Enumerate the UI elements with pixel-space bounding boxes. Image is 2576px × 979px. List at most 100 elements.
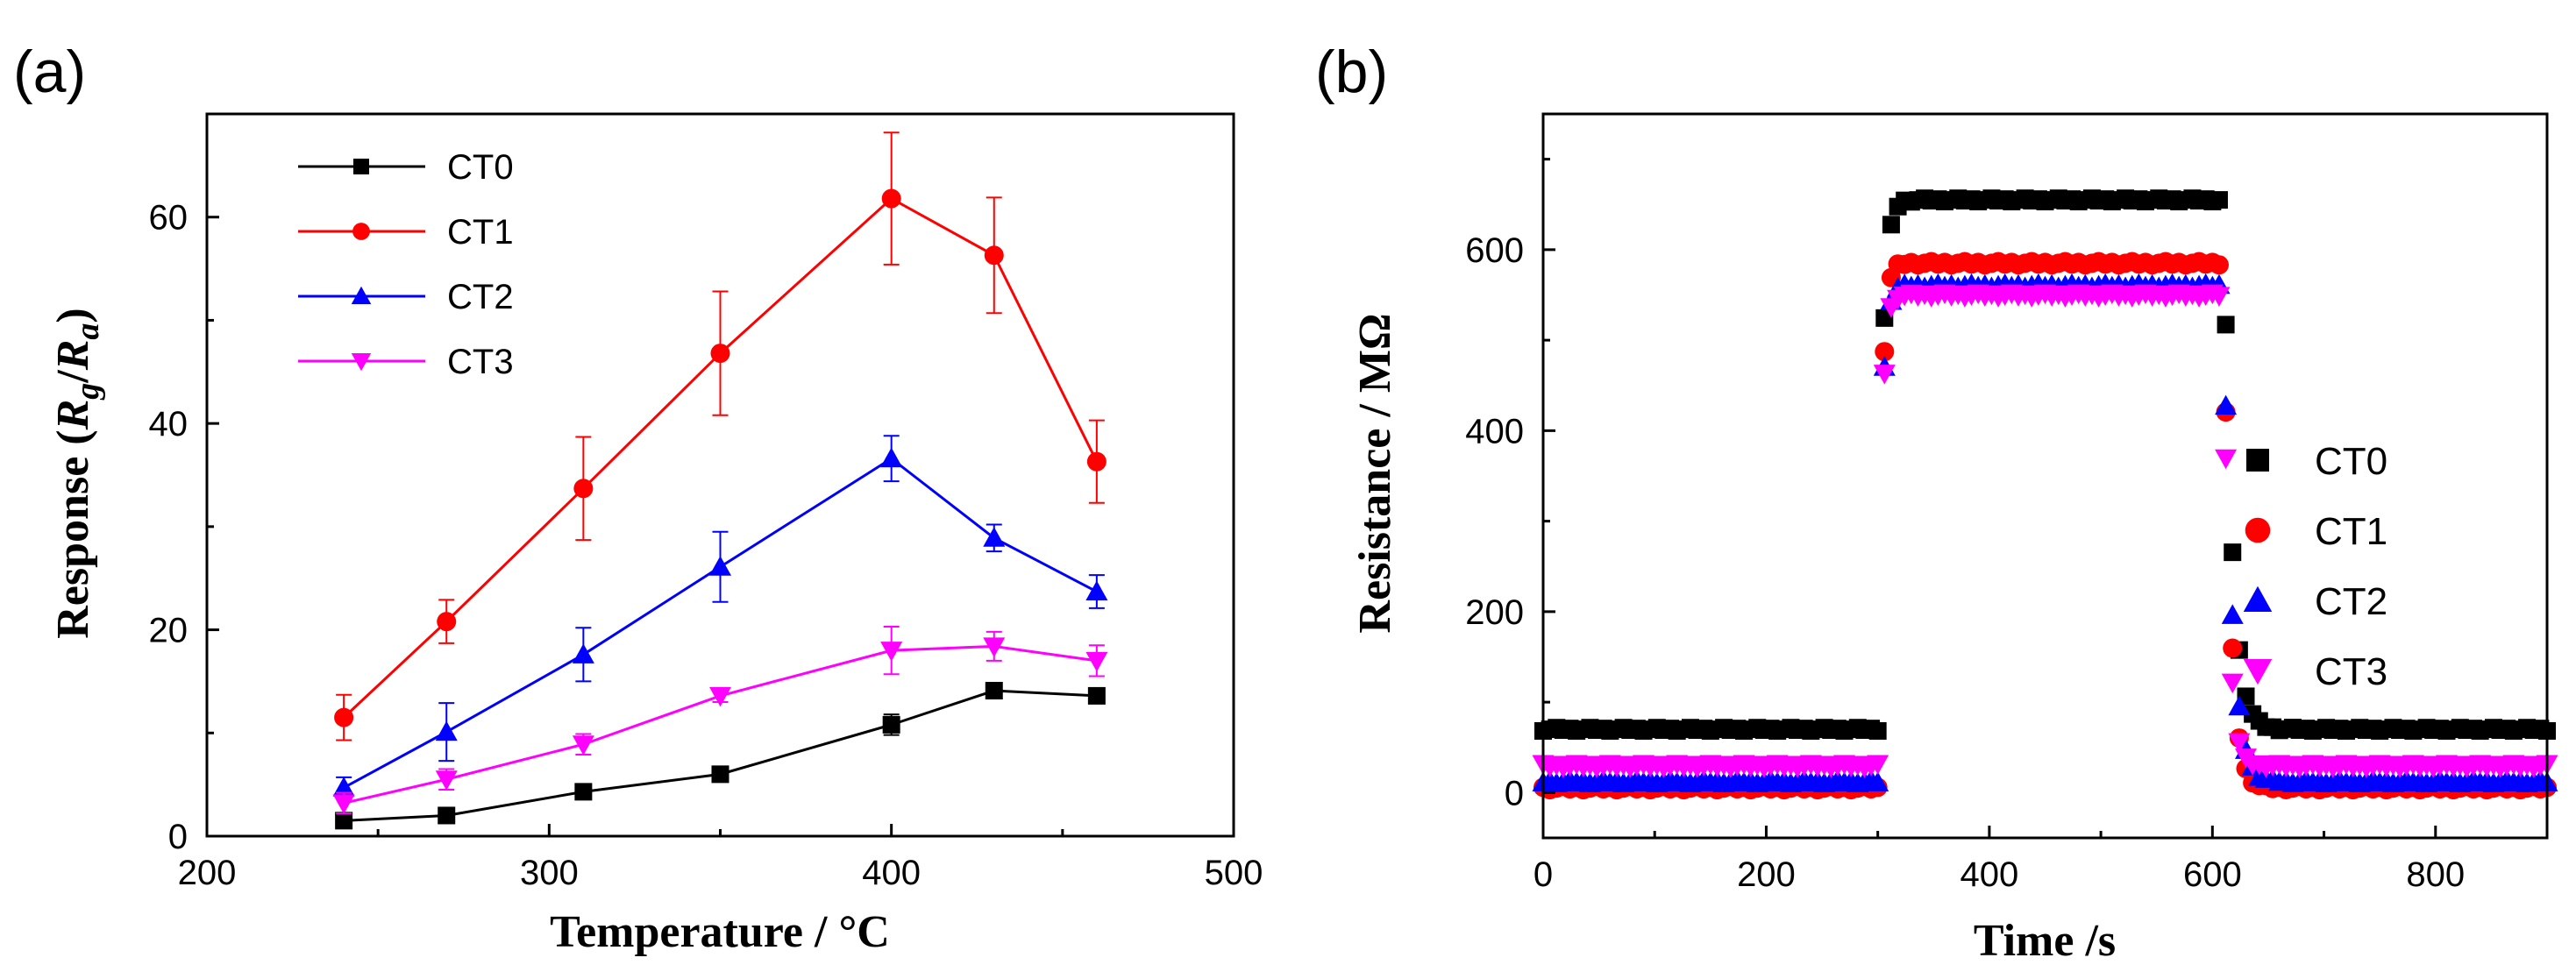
data-point-ct3 bbox=[332, 794, 355, 814]
data-point-ct2 bbox=[2221, 604, 2244, 624]
x-tick-label: 200 bbox=[1737, 855, 1796, 894]
data-point-ct3 bbox=[2215, 449, 2238, 470]
data-point-ct2 bbox=[332, 777, 355, 797]
legend-marker-ct2 bbox=[2243, 585, 2273, 612]
y-tick-label: 0 bbox=[1505, 774, 1524, 812]
data-point-ct2 bbox=[983, 527, 1006, 547]
y-tick-label: 400 bbox=[1465, 412, 1524, 450]
y-title-sub-g: g bbox=[69, 383, 106, 401]
legend-marker-ct1 bbox=[352, 223, 370, 240]
legend-marker-ct3 bbox=[2243, 659, 2273, 685]
data-point-ct1 bbox=[1875, 342, 1895, 362]
data-point-ct0 bbox=[574, 783, 593, 801]
legend-label-ct3: CT3 bbox=[2315, 650, 2387, 693]
data-point-ct2 bbox=[1867, 771, 1889, 791]
x-tick-label: 200 bbox=[178, 854, 237, 892]
y-tick-label: 20 bbox=[149, 612, 189, 650]
panel-a-response-vs-temperature: (a) 200 300 400 500 0 20 40 60 Temperature / °C… bbox=[13, 39, 1263, 957]
panel-b-resistance-vs-time: (b) 0 200 400 600 800 0 200 400 600 Time /s Resi… bbox=[1315, 39, 2558, 966]
data-point-ct0 bbox=[882, 715, 900, 734]
panel-a-y-axis-title: Response (Rg/Ra) bbox=[48, 308, 106, 639]
legend-marker-ct1 bbox=[2245, 517, 2271, 543]
series-line-ct0 bbox=[344, 689, 1097, 822]
data-point-ct1 bbox=[984, 245, 1004, 266]
y-title-sub-a: a bbox=[69, 323, 106, 340]
panel-a-label: (a) bbox=[13, 39, 86, 105]
data-point-ct1 bbox=[1086, 451, 1107, 472]
data-point-ct1 bbox=[2223, 638, 2243, 658]
series-ct0 bbox=[335, 682, 1106, 830]
y-title-r1: R bbox=[48, 400, 98, 431]
panel-a-ticks: 200 300 400 500 0 20 40 60 bbox=[149, 199, 1263, 892]
data-point-ct2 bbox=[572, 643, 594, 663]
data-point-ct2 bbox=[880, 447, 903, 468]
legend-marker-ct0 bbox=[353, 159, 369, 174]
data-point-ct3 bbox=[1085, 651, 1108, 672]
x-tick-label: 300 bbox=[520, 854, 579, 892]
series-ct2 bbox=[1532, 273, 2558, 792]
series-line-ct2 bbox=[343, 457, 1098, 789]
panel-a-x-axis-title: Temperature / °C bbox=[550, 907, 890, 957]
legend-marker-ct0 bbox=[2246, 449, 2269, 472]
data-point-ct0 bbox=[711, 765, 729, 784]
y-tick-label: 40 bbox=[149, 405, 189, 443]
y-title-suffix: ) bbox=[48, 308, 98, 323]
data-point-ct3 bbox=[2208, 287, 2231, 307]
data-point-ct2 bbox=[435, 720, 458, 741]
panel-b-plot-frame bbox=[1541, 112, 2549, 840]
panel-a-plot-frame bbox=[205, 112, 1235, 838]
legend-label-ct2: CT2 bbox=[447, 278, 514, 316]
panel-a-legend: CT0 CT1 CT2 CT3 bbox=[298, 148, 514, 381]
data-point-ct1 bbox=[334, 707, 354, 727]
legend-marker-ct3 bbox=[351, 353, 372, 372]
data-point-ct1 bbox=[437, 612, 457, 632]
data-point-ct2 bbox=[2215, 394, 2238, 415]
data-point-ct0 bbox=[1868, 721, 1887, 740]
data-point-ct3 bbox=[709, 686, 731, 707]
data-point-ct0 bbox=[2224, 543, 2242, 562]
data-point-ct0 bbox=[1087, 686, 1106, 705]
panel-a-data-layer bbox=[332, 131, 1108, 830]
legend-label-ct0: CT0 bbox=[2315, 440, 2387, 483]
data-point-ct0 bbox=[2210, 191, 2228, 209]
x-tick-label: 800 bbox=[2406, 855, 2465, 894]
series-ct1 bbox=[334, 131, 1107, 741]
data-point-ct0 bbox=[438, 806, 456, 825]
panel-b-label: (b) bbox=[1315, 39, 1388, 105]
series-line-ct1 bbox=[343, 196, 1099, 719]
data-point-ct0 bbox=[985, 682, 1003, 700]
data-point-ct3 bbox=[1873, 365, 1896, 385]
x-tick-label: 500 bbox=[1205, 854, 1263, 892]
legend-label-ct1: CT1 bbox=[447, 213, 514, 252]
data-point-ct3 bbox=[2228, 733, 2251, 754]
data-point-ct3 bbox=[983, 637, 1006, 657]
panel-b-ticks: 0 200 400 600 800 0 200 400 600 bbox=[1465, 158, 2465, 894]
data-point-ct3 bbox=[572, 735, 594, 756]
data-point-ct3 bbox=[880, 642, 903, 662]
data-point-ct1 bbox=[573, 479, 594, 499]
legend-marker-ct2 bbox=[351, 286, 372, 304]
y-title-slash: / bbox=[48, 370, 98, 384]
series-ct0 bbox=[1534, 189, 2556, 740]
legend-label-ct1: CT1 bbox=[2315, 510, 2387, 553]
legend-label-ct2: CT2 bbox=[2315, 580, 2387, 623]
x-tick-label: 600 bbox=[2183, 855, 2242, 894]
data-point-ct1 bbox=[2209, 255, 2229, 275]
data-point-ct1 bbox=[881, 188, 901, 209]
data-point-ct3 bbox=[2221, 673, 2244, 694]
y-tick-label: 200 bbox=[1465, 593, 1524, 632]
y-title-prefix: Response ( bbox=[48, 429, 98, 638]
series-ct2 bbox=[332, 435, 1108, 799]
series-ct1 bbox=[1534, 252, 2557, 800]
data-point-ct0 bbox=[2217, 316, 2235, 334]
data-point-ct0 bbox=[335, 812, 353, 830]
data-point-ct3 bbox=[435, 770, 458, 791]
y-tick-label: 60 bbox=[149, 199, 189, 238]
legend-label-ct0: CT0 bbox=[447, 148, 514, 187]
x-tick-label: 400 bbox=[1960, 855, 2019, 894]
data-point-ct0 bbox=[1882, 216, 1900, 234]
data-point-ct2 bbox=[709, 556, 731, 576]
panel-b-data-layer bbox=[1532, 189, 2558, 800]
series-ct3 bbox=[1532, 284, 2558, 778]
